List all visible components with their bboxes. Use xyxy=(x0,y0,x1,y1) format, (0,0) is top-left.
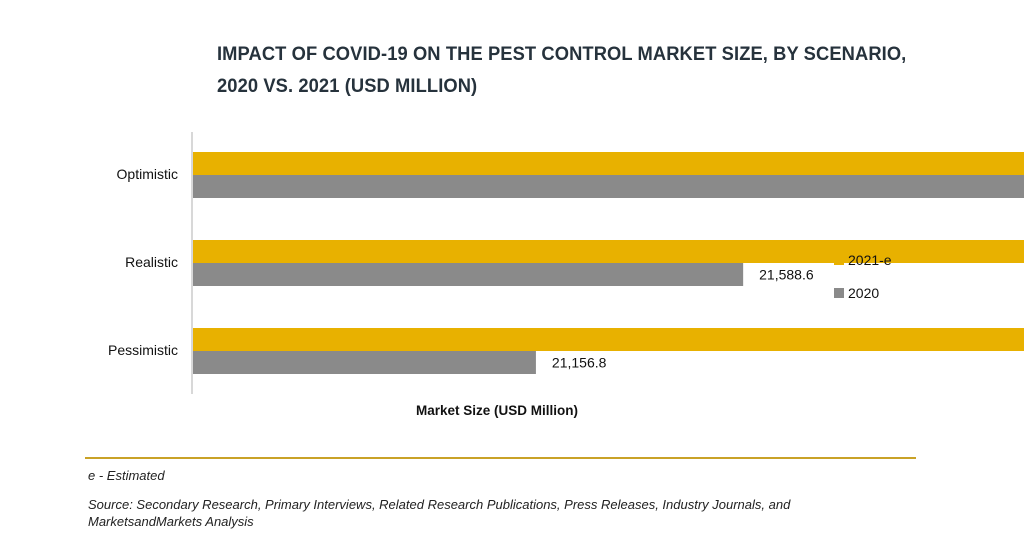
legend-label-2020: 2020 xyxy=(848,285,879,301)
chart-title-line-1: IMPACT OF COVID-19 ON THE PEST CONTROL M… xyxy=(217,43,907,65)
bar-chart: Optimistic23,595.422,452.1Realistic22,68… xyxy=(108,132,1024,418)
legend-swatch-2021-e xyxy=(834,255,844,265)
x-axis-label: Market Size (USD Million) xyxy=(416,403,578,418)
category-label-optimistic: Optimistic xyxy=(117,166,178,182)
data-label-2020-pessimistic: 21,156.8 xyxy=(552,355,607,371)
bar-2020-realistic xyxy=(193,263,744,286)
estimated-note: e - Estimated xyxy=(88,468,165,483)
divider-line xyxy=(85,457,916,459)
chart-title: IMPACT OF COVID-19 ON THE PEST CONTROL M… xyxy=(217,38,931,102)
legend: 2021-e 2020 xyxy=(834,252,892,301)
bar-2021-e-pessimistic xyxy=(193,328,1024,351)
bar-2021-e-realistic xyxy=(193,240,1024,263)
chart-title-line-2: 2020 VS. 2021 (USD MILLION) xyxy=(217,75,478,97)
legend-swatch-2020 xyxy=(834,288,844,298)
bar-2021-e-optimistic xyxy=(193,152,1024,175)
bar-2020-optimistic xyxy=(193,175,1024,198)
source-note-line-1: Source: Secondary Research, Primary Inte… xyxy=(88,497,791,512)
source-note-line-2: MarketsandMarkets Analysis xyxy=(88,514,254,529)
bar-2020-pessimistic xyxy=(193,351,536,374)
data-label-2020-realistic: 21,588.6 xyxy=(759,267,814,283)
category-label-realistic: Realistic xyxy=(125,254,178,270)
legend-label-2021-e: 2021-e xyxy=(848,252,892,268)
category-label-pessimistic: Pessimistic xyxy=(108,342,178,358)
